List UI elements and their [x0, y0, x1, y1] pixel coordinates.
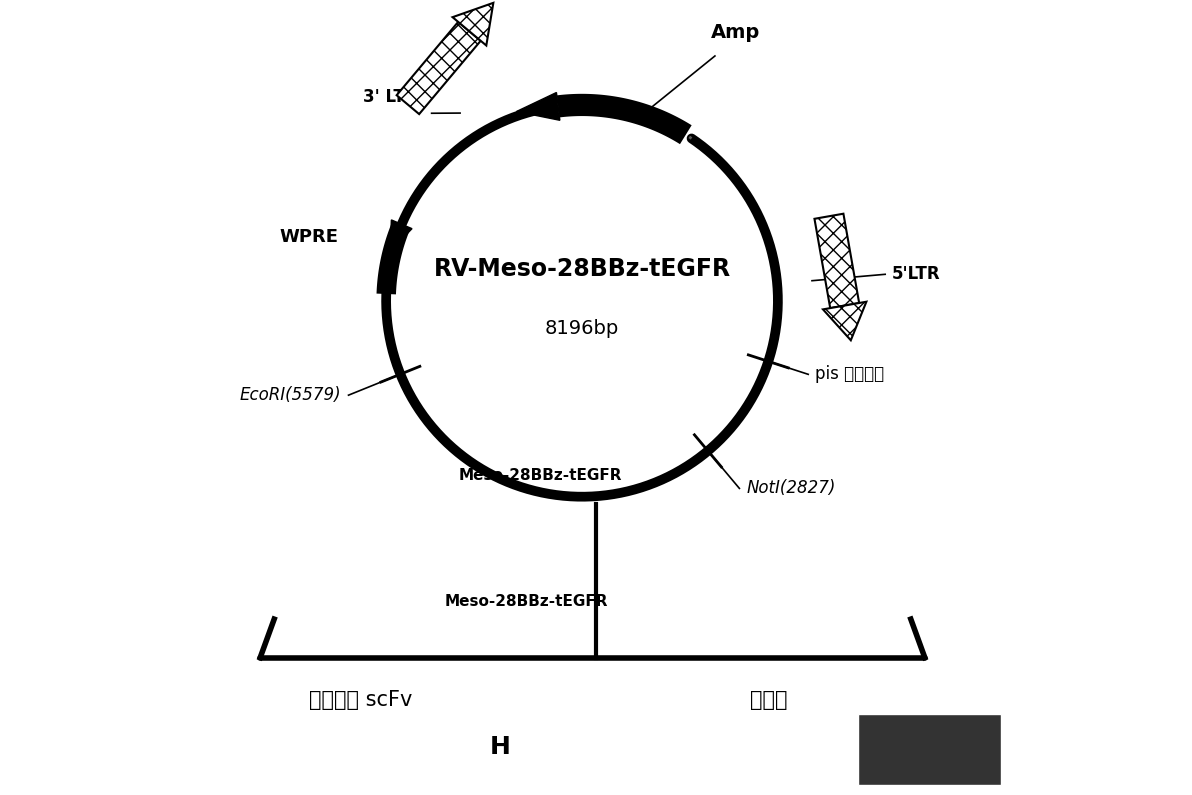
Polygon shape	[390, 220, 412, 251]
Text: 信号区: 信号区	[750, 689, 788, 710]
Text: 3' LTR: 3' LTR	[364, 88, 417, 107]
FancyBboxPatch shape	[441, 719, 560, 781]
Polygon shape	[822, 302, 867, 340]
Text: EcoRI(5579): EcoRI(5579)	[240, 386, 341, 404]
Text: RV-Meso-28BBz-tEGFR: RV-Meso-28BBz-tEGFR	[434, 258, 731, 281]
Polygon shape	[397, 22, 480, 114]
Text: 8196bp: 8196bp	[545, 320, 619, 339]
Text: Amp: Amp	[712, 23, 760, 42]
Text: 抗间皮素 scFv: 抗间皮素 scFv	[309, 689, 412, 710]
Text: WPRE: WPRE	[279, 228, 339, 246]
Text: NotI(2827): NotI(2827)	[746, 479, 836, 498]
Text: H: H	[490, 735, 511, 759]
Text: Meso-28BBz-tEGFR: Meso-28BBz-tEGFR	[445, 594, 608, 609]
Text: Meso-28BBz-tEGFR: Meso-28BBz-tEGFR	[458, 467, 622, 483]
Text: 5'LTR: 5'LTR	[892, 266, 940, 283]
FancyBboxPatch shape	[858, 714, 1001, 785]
Polygon shape	[814, 214, 859, 308]
Text: pis 包装信号: pis 包装信号	[815, 366, 884, 383]
Polygon shape	[516, 92, 560, 120]
Polygon shape	[453, 3, 493, 45]
